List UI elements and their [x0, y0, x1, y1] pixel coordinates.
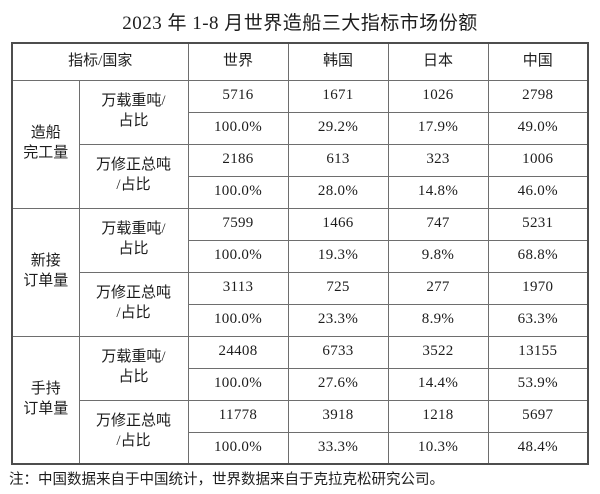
- value-cell: 11778: [187, 399, 289, 433]
- share-cell: 9.8%: [387, 239, 489, 273]
- share-cell: 100.0%: [187, 175, 289, 209]
- share-cell: 17.9%: [387, 111, 489, 145]
- value-cell: 277: [387, 271, 489, 305]
- share-cell: 27.6%: [287, 367, 389, 401]
- value-cell: 5716: [187, 79, 289, 113]
- share-cell: 23.3%: [287, 303, 389, 337]
- section-label-backlog: 手持 订单量: [11, 335, 80, 465]
- share-cell: 46.0%: [487, 175, 589, 209]
- share-cell: 63.3%: [487, 303, 589, 337]
- table-row: 手持 订单量 万载重吨/ 占比 24408 6733 3522 13155: [11, 335, 589, 465]
- table-row: 造船 完工量 万载重吨/ 占比 5716 1671 1026 2798: [11, 79, 589, 209]
- share-cell: 68.8%: [487, 239, 589, 273]
- col-header-china: 中国: [487, 42, 589, 81]
- value-cell: 2186: [187, 143, 289, 177]
- metric-label-dwt: 万载重吨/ 占比: [78, 335, 189, 401]
- table-row: 100.0% 27.6% 14.4% 53.9%: [12, 367, 589, 401]
- value-cell: 5697: [487, 399, 589, 433]
- table-row: 新接 订单量 万载重吨/ 占比 7599 1466 747 5231: [11, 207, 589, 337]
- metric-label-cgt: 万修正总吨 /占比: [78, 143, 189, 209]
- share-cell: 100.0%: [187, 303, 289, 337]
- share-cell: 100.0%: [187, 239, 289, 273]
- col-header-korea: 韩国: [287, 42, 389, 81]
- footnote: 注：中国数据来自于中国统计，世界数据来自于克拉克松研究公司。: [9, 472, 444, 488]
- share-cell: 10.3%: [387, 431, 489, 465]
- value-cell: 1671: [287, 79, 389, 113]
- value-cell: 3522: [387, 335, 489, 369]
- section-label-new-orders: 新接 订单量: [11, 207, 80, 337]
- table-header-row: 指标/国家 世界 韩国 日本 中国: [11, 42, 589, 81]
- value-cell: 13155: [487, 335, 589, 369]
- value-cell: 6733: [287, 335, 389, 369]
- share-cell: 49.0%: [487, 111, 589, 145]
- metric-label-cgt: 万修正总吨 /占比: [78, 271, 189, 337]
- share-cell: 29.2%: [287, 111, 389, 145]
- share-cell: 8.9%: [387, 303, 489, 337]
- col-header-japan: 日本: [387, 42, 489, 81]
- share-cell: 100.0%: [187, 111, 289, 145]
- value-cell: 1970: [487, 271, 589, 305]
- table-row: 100.0% 19.3% 9.8% 68.8%: [12, 239, 589, 273]
- share-cell: 19.3%: [287, 239, 389, 273]
- table-row: 100.0% 29.2% 17.9% 49.0%: [12, 111, 589, 145]
- col-header-world: 世界: [187, 42, 289, 81]
- value-cell: 1218: [387, 399, 489, 433]
- value-cell: 24408: [187, 335, 289, 369]
- share-cell: 28.0%: [287, 175, 389, 209]
- page-title: 2023 年 1-8 月世界造船三大指标市场份额: [122, 13, 478, 34]
- corner-header-cell: 指标/国家: [11, 42, 189, 81]
- table-row: 万修正总吨 /占比 2186 613 323 1006: [12, 143, 589, 209]
- metric-label-dwt: 万载重吨/ 占比: [78, 207, 189, 273]
- table-row: 万修正总吨 /占比 11778 3918 1218 5697: [12, 399, 589, 465]
- value-cell: 1466: [287, 207, 389, 241]
- value-cell: 7599: [187, 207, 289, 241]
- value-cell: 725: [287, 271, 389, 305]
- share-cell: 14.4%: [387, 367, 489, 401]
- share-cell: 53.9%: [487, 367, 589, 401]
- value-cell: 747: [387, 207, 489, 241]
- table-row: 100.0% 23.3% 8.9% 63.3%: [12, 303, 589, 337]
- section-label-completions: 造船 完工量: [11, 79, 80, 209]
- share-cell: 100.0%: [187, 431, 289, 465]
- value-cell: 1026: [387, 79, 489, 113]
- value-cell: 5231: [487, 207, 589, 241]
- share-cell: 14.8%: [387, 175, 489, 209]
- value-cell: 1006: [487, 143, 589, 177]
- table-row: 100.0% 28.0% 14.8% 46.0%: [12, 175, 589, 209]
- market-share-table: 指标/国家 世界 韩国 日本 中国 造船 完工量 万载重吨/ 占比 5716 1…: [11, 42, 590, 465]
- value-cell: 613: [287, 143, 389, 177]
- table-row: 万修正总吨 /占比 3113 725 277 1970: [12, 271, 589, 337]
- value-cell: 2798: [487, 79, 589, 113]
- table-row: 100.0% 33.3% 10.3% 48.4%: [12, 431, 589, 465]
- metric-label-cgt: 万修正总吨 /占比: [78, 399, 189, 465]
- share-cell: 33.3%: [287, 431, 389, 465]
- share-cell: 100.0%: [187, 367, 289, 401]
- share-cell: 48.4%: [487, 431, 589, 465]
- value-cell: 3918: [287, 399, 389, 433]
- metric-label-dwt: 万载重吨/ 占比: [78, 79, 189, 145]
- value-cell: 323: [387, 143, 489, 177]
- value-cell: 3113: [187, 271, 289, 305]
